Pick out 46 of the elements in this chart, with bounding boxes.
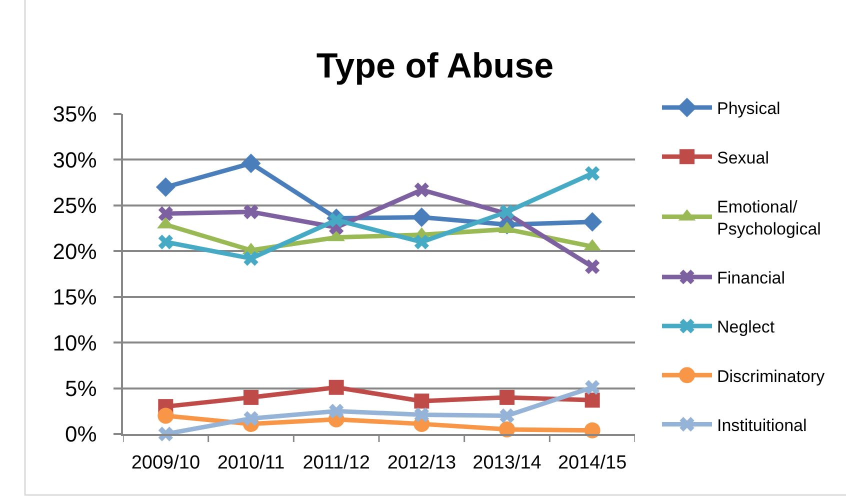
point	[158, 206, 174, 222]
point	[584, 380, 600, 395]
legend-label: Physical	[717, 99, 780, 118]
point	[414, 182, 430, 198]
x-tick-label: 2014/15	[558, 452, 627, 474]
y-tick-label: 10%	[52, 330, 97, 356]
point	[414, 394, 430, 409]
point	[328, 212, 344, 228]
point	[500, 408, 514, 424]
legend-label: Discriminatory	[717, 366, 826, 386]
point	[158, 234, 174, 250]
legend-label: Sexual	[717, 148, 769, 168]
point	[584, 392, 600, 408]
x-tick-label: 2010/11	[217, 452, 285, 474]
y-tick-label: 15%	[52, 284, 97, 310]
x-tick-label: 2012/13	[387, 452, 456, 474]
point	[244, 204, 258, 220]
point	[584, 259, 600, 274]
point	[244, 411, 258, 426]
y-tick-label: 0%	[65, 422, 97, 447]
y-tick-label: 20%	[52, 238, 97, 264]
point	[241, 154, 261, 174]
chart-title: Type of Abuse	[316, 46, 554, 86]
point	[244, 390, 258, 405]
y-tick-label: 25%	[52, 193, 97, 218]
legend-label: Instituitional	[717, 416, 807, 435]
x-tick-label: 2013/14	[472, 452, 542, 474]
point	[584, 166, 600, 181]
point	[414, 407, 430, 422]
x-tick-label: 2011/12	[302, 452, 370, 474]
point	[414, 234, 430, 250]
point	[156, 177, 176, 197]
legend-label: Emotional/ Psychological	[717, 197, 821, 238]
point	[412, 208, 432, 228]
legend-label: Financial	[717, 268, 786, 288]
point	[582, 212, 602, 232]
point	[328, 404, 344, 418]
y-tick-label: 5%	[65, 376, 97, 401]
point	[244, 251, 258, 266]
point	[500, 390, 514, 405]
y-tick-label: 35%	[52, 102, 97, 127]
point	[158, 408, 174, 424]
legend-label: Neglect	[717, 318, 775, 337]
y-tick-label: 30%	[52, 147, 97, 172]
x-tick-label: 2009/10	[131, 452, 200, 474]
point	[328, 380, 344, 395]
